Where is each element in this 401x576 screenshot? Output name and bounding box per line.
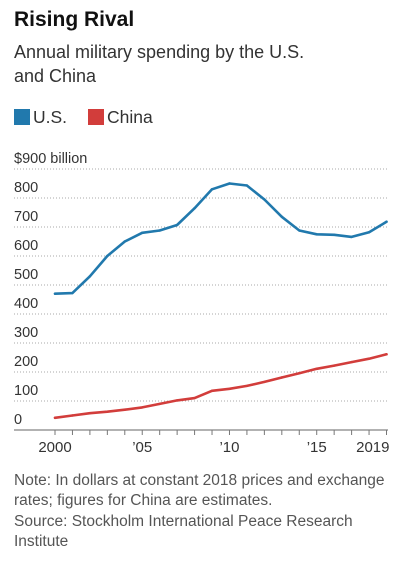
series-line-china — [53, 353, 388, 420]
y-tick-label: 100 — [14, 383, 38, 399]
data-point-us — [333, 233, 336, 236]
y-tick-label: 400 — [14, 296, 38, 312]
data-point-china — [385, 353, 388, 356]
y-tick-label: 800 — [14, 180, 38, 196]
data-point-us — [53, 292, 57, 295]
legend-swatch-us — [14, 109, 30, 125]
data-point-us — [158, 229, 161, 232]
data-point-us — [228, 182, 231, 185]
data-point-china — [210, 389, 214, 392]
data-point-china — [333, 364, 336, 367]
data-point-us — [367, 231, 371, 234]
data-point-us — [245, 184, 249, 187]
data-point-us — [315, 233, 318, 236]
data-point-us — [263, 198, 266, 201]
data-point-us — [350, 235, 353, 239]
data-point-us — [88, 275, 92, 278]
data-point-china — [175, 399, 179, 402]
data-point-us — [71, 291, 74, 295]
legend-item-us: U.S. — [14, 107, 67, 128]
data-point-china — [141, 406, 144, 409]
series-line-us — [53, 182, 388, 295]
y-tick-label: 600 — [14, 238, 38, 254]
data-point-us — [141, 231, 144, 234]
y-tick-label: $900 billion — [14, 151, 87, 167]
data-point-us — [210, 188, 214, 191]
data-point-china — [53, 416, 57, 419]
data-point-us — [385, 220, 388, 223]
x-tick-label: 2000 — [38, 439, 71, 456]
legend-label-us: U.S. — [33, 106, 68, 127]
legend-swatch-china — [88, 109, 105, 125]
data-point-china — [315, 367, 318, 370]
data-point-us — [280, 215, 283, 218]
data-point-china — [263, 380, 266, 384]
data-point-china — [280, 376, 283, 379]
x-tick-label: ’10 — [219, 439, 239, 456]
y-tick-label: 200 — [14, 354, 38, 370]
data-point-us — [193, 207, 196, 210]
data-point-us — [175, 223, 179, 227]
data-point-china — [71, 414, 74, 417]
data-point-china — [350, 360, 353, 364]
y-tick-label: 700 — [14, 209, 38, 225]
legend-label-china: China — [107, 106, 153, 127]
data-point-china — [228, 387, 231, 390]
data-point-china — [298, 372, 301, 375]
x-tick-label: ’05 — [132, 439, 152, 456]
legend: U.S. China — [14, 106, 153, 128]
line-chart: 0 100 200 300 400 500 600 700 800 $900 billion 200… — [14, 151, 390, 456]
chart-subtitle: Annual military spending by the U.S. and… — [14, 42, 305, 86]
legend-item-china: China — [88, 107, 153, 128]
data-point-china — [88, 412, 92, 415]
data-point-china — [158, 402, 161, 406]
data-point-china — [106, 410, 109, 413]
x-tick-label: ’15 — [307, 439, 327, 456]
chart-note: Note: In dollars at constant 2018 prices… — [14, 472, 385, 509]
chart-source: Source: Stockholm International Peace Re… — [14, 513, 353, 550]
y-tick-label: 500 — [14, 267, 38, 283]
x-tick-label: 2019 — [356, 439, 389, 456]
data-point-china — [193, 396, 196, 400]
data-point-china — [123, 408, 127, 411]
data-point-china — [367, 357, 371, 360]
data-point-us — [123, 240, 127, 243]
chart-title: Rising Rival — [14, 8, 135, 31]
y-tick-label: 0 — [14, 412, 22, 428]
y-tick-label: 300 — [14, 325, 38, 341]
data-point-us — [106, 254, 109, 258]
data-point-us — [298, 229, 301, 232]
data-point-china — [245, 384, 249, 388]
